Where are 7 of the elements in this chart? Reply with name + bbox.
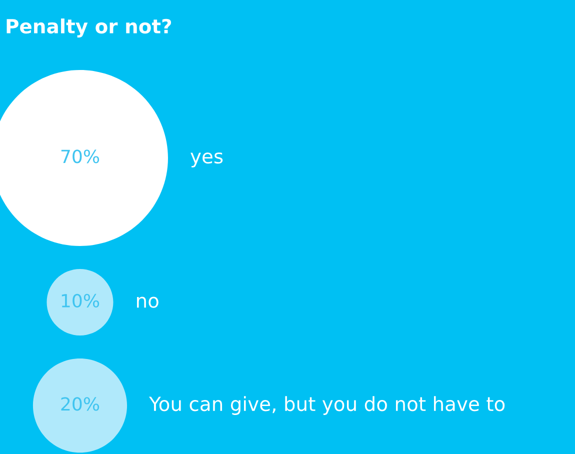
text: Penalty or not?	[6, 18, 172, 38]
category-label: yes	[190, 152, 223, 168]
category-label: You can give, but you do not have to	[149, 396, 505, 415]
data-label: 70%	[61, 150, 100, 164]
data-label: 10%	[62, 294, 100, 308]
data-label: 20%	[61, 397, 100, 411]
category-label: no	[137, 296, 158, 308]
